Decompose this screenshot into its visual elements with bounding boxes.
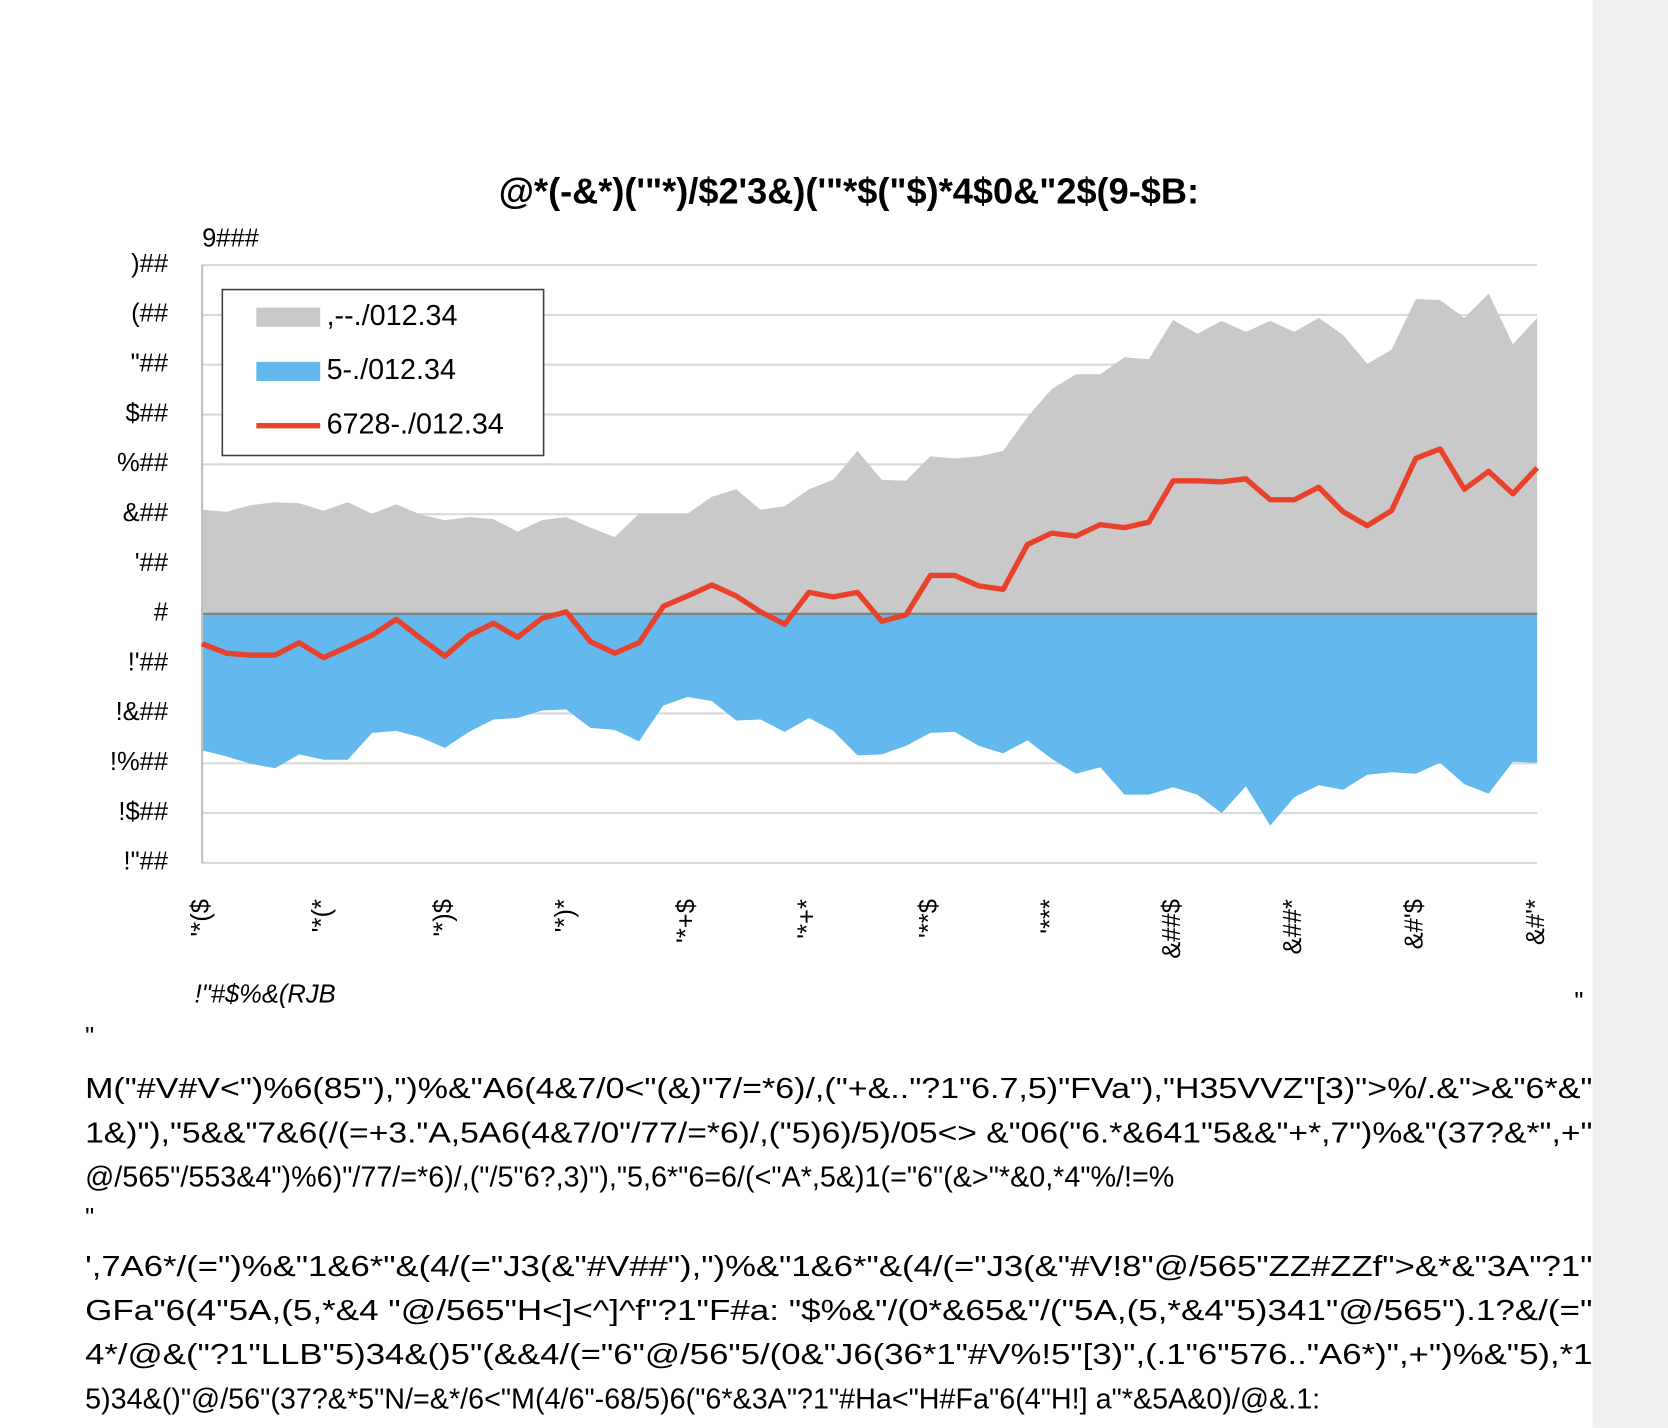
area: [202, 293, 1538, 614]
y-tick-label: !"##: [124, 848, 169, 876]
x-tick-label: '*+*: [794, 899, 822, 939]
y-tick-label: #: [154, 599, 169, 627]
mark: ": [85, 1023, 94, 1051]
chart: )## (## "## $## %## &## '## # !'## !&## !%## !$## !"…: [110, 250, 1550, 959]
legend-label: ,--./012.34: [327, 300, 458, 332]
x-tick-label: '*($: [187, 899, 215, 937]
y-tick-label: $##: [125, 399, 168, 427]
y-tick-label: &##: [123, 499, 169, 527]
x-tick-label: &#'*: [1522, 899, 1550, 945]
body-line: GFa"6(4"5A,(5,*&4 "@/565"H<]<^]^f"?1"F#a…: [85, 1295, 1592, 1327]
x-tick-label: '**$: [915, 899, 943, 938]
y-tick-label: !$##: [118, 798, 168, 826]
body-line: 4*/@&("?1"LLB"5)34&()5"(&&4/(="6"@/56"5/…: [85, 1339, 1592, 1371]
y-tick-label: "##: [131, 349, 169, 377]
y-tick-label: !'##: [128, 648, 169, 676]
x-tick-label: '*(*: [308, 899, 336, 932]
mark: ": [1574, 988, 1583, 1016]
mark: ": [85, 1204, 94, 1232]
y-tick-label: (##: [131, 300, 169, 328]
y-tick-label: !&##: [116, 698, 169, 726]
body-line: 5)34&()"@/56"(37?&*5"N/=&*/6<"M(4/6"-68/…: [85, 1383, 1320, 1415]
legend-label: 6728-./012.34: [327, 408, 504, 440]
body-line: @/565"/553&4")%6)"/77/=*6)/,("/5"6?,3)")…: [85, 1161, 1174, 1193]
y-tick-label: '##: [135, 549, 169, 577]
x-tick-label: '***: [1036, 899, 1064, 934]
side-panel: [1592, 0, 1668, 1428]
units-label: 9###: [202, 224, 260, 252]
chart-title: @*(-&*)('"*)/$2'3&)('"*$("$)*4$0&"2$(9-$…: [499, 170, 1199, 211]
y-tick-label: !%##: [110, 748, 169, 776]
body-line: M("#V#V<")%6(85"),")%&"A6(4&7/0<"(&)"7/=…: [85, 1073, 1592, 1105]
body-line: 1&)"),"5&&"7&6(/(=+3."A,5A6(4&7/0"/77/=*…: [85, 1117, 1592, 1149]
y-tick-label: %##: [117, 449, 169, 477]
body-text: M("#V#V<")%6(85"),")%&"A6(4&7/0<"(&)"7/=…: [85, 1073, 1592, 1415]
x-tick-label: &##*: [1279, 899, 1307, 954]
line: [201, 446, 1540, 661]
x-tick-label: &#'$: [1401, 899, 1429, 949]
x-tick-label: &##$: [1158, 899, 1186, 959]
area: [202, 613, 1538, 826]
x-tick-label: '*+$: [672, 899, 700, 943]
body-line: ',7A6*/(=")%&"1&6*"&(4/(="J3(&"#V##"),")…: [85, 1251, 1592, 1283]
legend-swatch: [256, 307, 321, 327]
y-tick-label: )##: [131, 250, 169, 278]
x-tick-label: '*)$: [430, 899, 458, 937]
x-tick-label: '*)*: [551, 899, 579, 932]
legend-label: 5-./012.34: [327, 354, 456, 386]
source-label: !"#$%&(RJB: [195, 981, 336, 1009]
legend-swatch: [256, 361, 321, 382]
